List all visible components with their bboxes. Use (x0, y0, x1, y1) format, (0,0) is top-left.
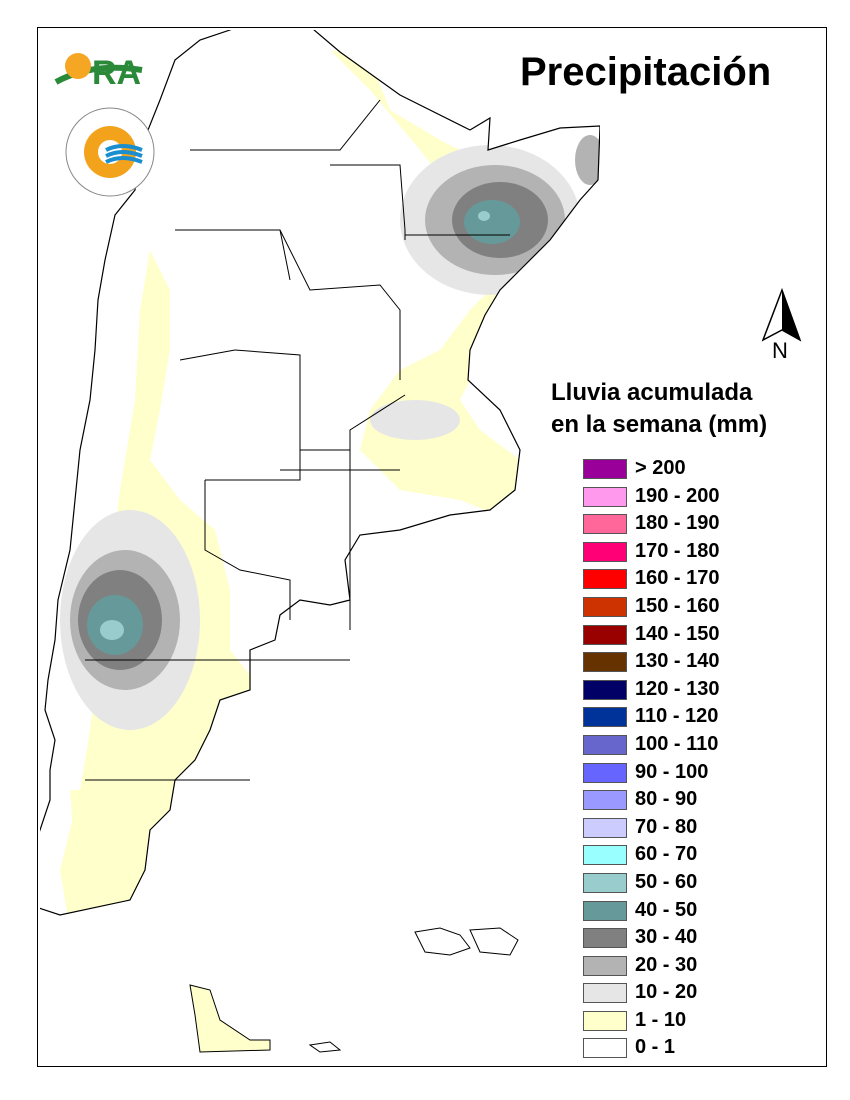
legend-swatch (583, 1010, 627, 1031)
map-title: Precipitación (520, 50, 772, 94)
legend-label: 50 - 60 (635, 870, 698, 893)
legend-label: 100 - 110 (635, 732, 719, 755)
legend-label: 20 - 30 (635, 953, 698, 976)
smn-logo (65, 107, 155, 197)
legend-label: 40 - 50 (635, 898, 698, 921)
north-arrow-icon (761, 287, 802, 342)
province-boundaries (85, 99, 510, 781)
legend-label: 10 - 20 (635, 981, 698, 1004)
legend-swatch (583, 652, 627, 673)
legend-title-line1: Lluvia acumulada (551, 379, 753, 406)
malvinas-islands (414, 927, 519, 956)
legend-swatch (583, 955, 627, 976)
legend-label: 170 - 180 (635, 539, 720, 562)
legend-label: > 200 (635, 457, 686, 479)
legend-swatch (583, 707, 627, 728)
legend-label: 180 - 190 (635, 512, 720, 535)
legend-swatch (583, 459, 627, 479)
argentina-precipitation-map (40, 30, 600, 1053)
legend-title: Lluvia acumulada en la semana (mm) (551, 377, 767, 441)
svg-text:RA: RA (92, 54, 141, 92)
legend-swatch (583, 1038, 627, 1059)
legend-swatch (583, 762, 627, 783)
legend-swatch (583, 900, 627, 921)
legend-label: 0 - 1 (635, 1036, 676, 1059)
legend-label: 80 - 90 (635, 788, 698, 811)
legend-swatch (583, 679, 627, 700)
legend-swatch (583, 624, 627, 645)
legend-label: 160 - 170 (635, 567, 720, 590)
legend-swatch (583, 983, 627, 1004)
legend-swatch (583, 817, 627, 838)
legend-swatch (583, 514, 627, 535)
tierra-del-fuego (189, 984, 271, 1053)
legend-label: 30 - 40 (635, 926, 698, 949)
legend-swatch (583, 790, 627, 811)
legend-swatch (583, 486, 627, 507)
legend-label: 1 - 10 (635, 1008, 687, 1031)
legend-swatch (583, 541, 627, 562)
legend-label: 150 - 160 (635, 594, 720, 617)
legend-swatch (583, 872, 627, 893)
ora-logo: RA (54, 53, 143, 92)
north-label: N (772, 338, 788, 363)
legend-swatch (583, 928, 627, 949)
legend-label: 140 - 150 (635, 622, 720, 645)
legend-label: 90 - 100 (635, 760, 709, 783)
legend-swatch (583, 845, 627, 866)
legend-label: 120 - 130 (635, 677, 720, 700)
legend-swatch (583, 569, 627, 590)
legend-label: 130 - 140 (635, 650, 720, 673)
legend-label: 110 - 120 (635, 705, 719, 728)
legend-title-line2: en la semana (mm) (551, 411, 768, 438)
legend-swatch (583, 734, 627, 755)
legend-label: 190 - 200 (635, 484, 720, 507)
legend-swatch (583, 596, 627, 617)
legend-label: 60 - 70 (635, 843, 698, 866)
legend-label: 70 - 80 (635, 815, 698, 838)
